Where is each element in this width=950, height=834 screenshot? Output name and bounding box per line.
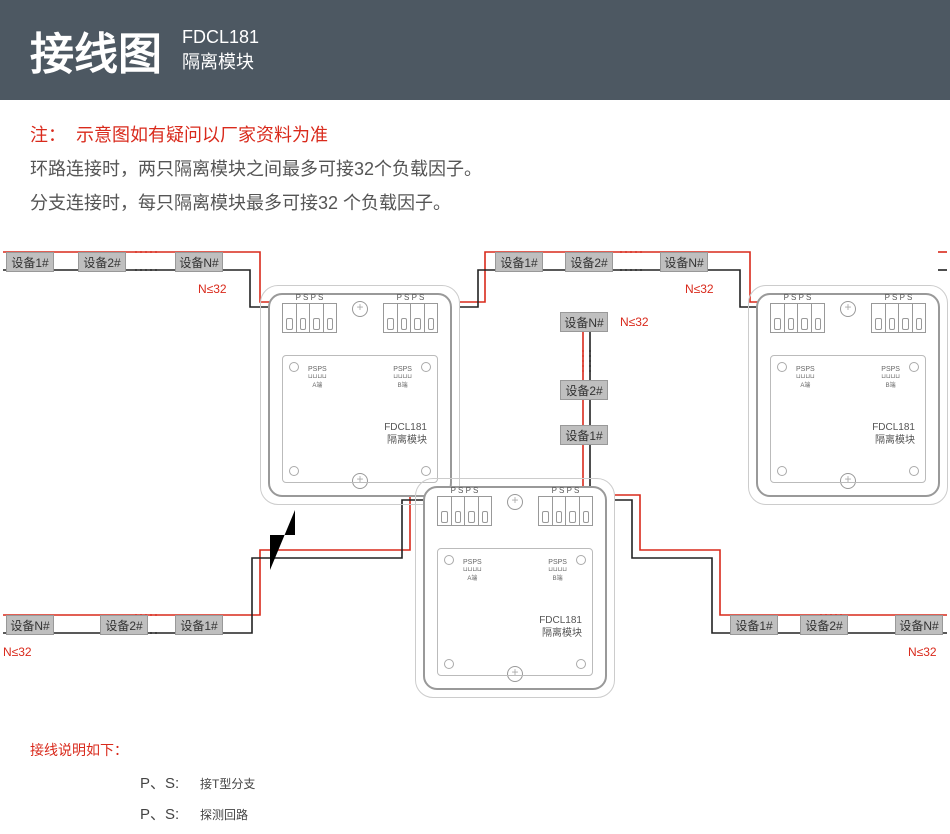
subtitle-label: 隔离模块 xyxy=(182,50,259,75)
wiring-diagram: 设备1# 设备2# 设备N# N≤32 设备1# 设备2# 设备N# N≤32 … xyxy=(0,230,950,740)
n-limit-label: N≤32 xyxy=(685,282,714,296)
device-box: 设备1# xyxy=(560,425,608,445)
device-box: 设备N# xyxy=(895,615,943,635)
isolation-module: P S P S P S P S PSPS⊔⊔⊔⊔A端 PSPS⊔⊔⊔⊔B端 FD… xyxy=(415,478,615,698)
device-box: 设备2# xyxy=(800,615,848,635)
n-limit-label: N≤32 xyxy=(3,645,32,659)
device-box: 设备N# xyxy=(560,312,608,332)
isolation-module: P S P S P S P S PSPS⊔⊔⊔⊔A端 PSPS⊔⊔⊔⊔B端 FD… xyxy=(260,285,460,505)
legend-title: 接线说明如下： xyxy=(30,740,255,760)
warning-note: 注： 示意图如有疑问以厂家资料为准 xyxy=(30,118,920,152)
header-bar: 接线图 FDCL181 隔离模块 xyxy=(0,0,950,100)
device-box: 设备N# xyxy=(175,252,223,272)
n-limit-label: N≤32 xyxy=(198,282,227,296)
n-limit-label: N≤32 xyxy=(908,645,937,659)
legend-row: P、S:接T型分支 xyxy=(30,772,255,793)
device-box: 设备N# xyxy=(6,615,54,635)
model-label: FDCL181 xyxy=(182,25,259,50)
isolation-module: P S P S P S P S PSPS⊔⊔⊔⊔A端 PSPS⊔⊔⊔⊔B端 FD… xyxy=(748,285,948,505)
device-box: 设备N# xyxy=(660,252,708,272)
device-box: 设备2# xyxy=(100,615,148,635)
device-box: 设备1# xyxy=(730,615,778,635)
header-subtitle: FDCL181 隔离模块 xyxy=(182,25,259,75)
device-box: 设备1# xyxy=(175,615,223,635)
page-title: 接线图 xyxy=(30,18,162,82)
device-box: 设备2# xyxy=(560,380,608,400)
device-box: 设备1# xyxy=(6,252,54,272)
device-box: 设备2# xyxy=(78,252,126,272)
device-box: 设备1# xyxy=(495,252,543,272)
note-line-2: 分支连接时，每只隔离模块最多可接32 个负载因子。 xyxy=(30,186,920,220)
legend-row: P、S:探测回路 xyxy=(30,803,255,824)
n-limit-label: N≤32 xyxy=(620,315,649,329)
note-line-1: 环路连接时，两只隔离模块之间最多可接32个负载因子。 xyxy=(30,152,920,186)
legend-block: 接线说明如下： P、S:接T型分支 P、S:探测回路 xyxy=(30,740,255,834)
device-box: 设备2# xyxy=(565,252,613,272)
notes-block: 注： 示意图如有疑问以厂家资料为准 环路连接时，两只隔离模块之间最多可接32个负… xyxy=(0,100,950,231)
